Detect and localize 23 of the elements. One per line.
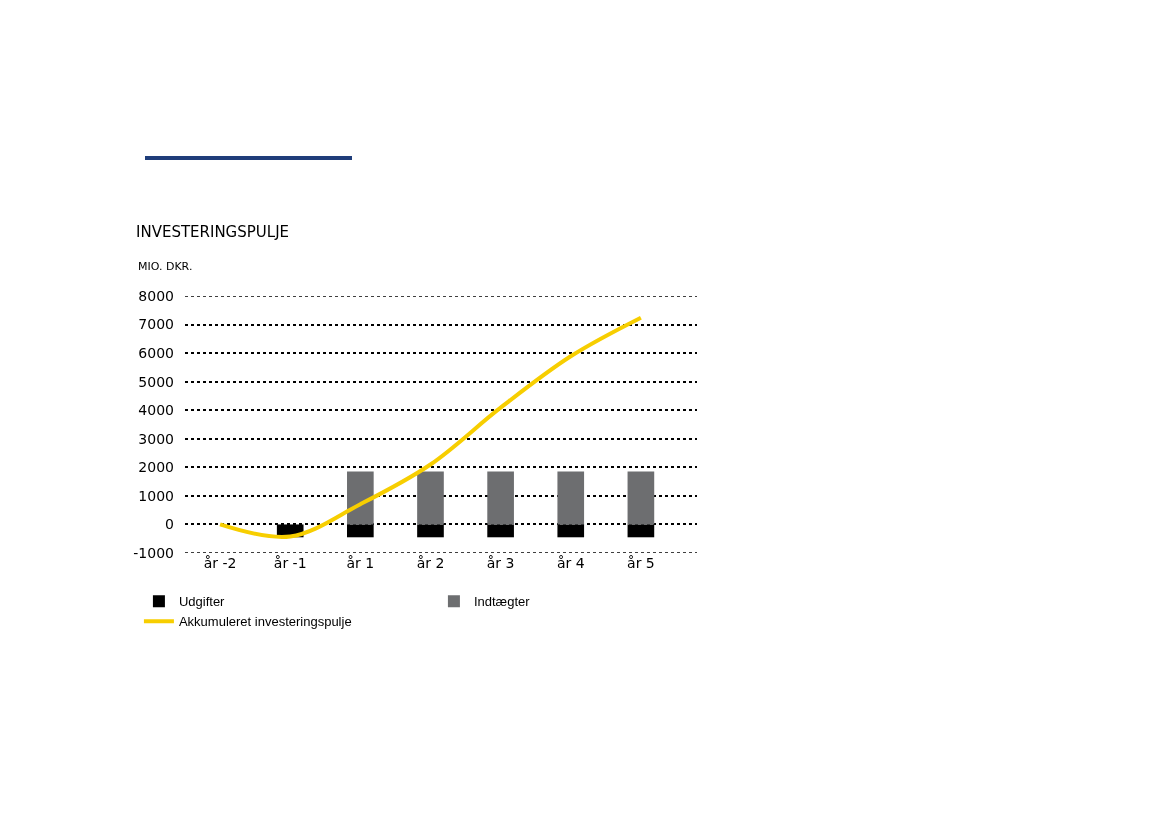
y-tick-label: 7000 <box>138 316 174 333</box>
x-tick-label: år 2 <box>416 555 445 571</box>
y-tick-label: 2000 <box>138 459 174 476</box>
y-tick-label: 6000 <box>138 345 174 362</box>
y-tick-label: 4000 <box>138 402 174 419</box>
chart-title: INVESTERINGSPULJE <box>136 223 290 242</box>
y-tick-label: 3000 <box>138 430 174 447</box>
legend-label: Akkumuleret investeringspulje <box>178 614 352 630</box>
y-tick-label: 8000 <box>138 287 174 304</box>
y-axis-title: MIO. DKR. <box>138 260 193 273</box>
x-tick-label: år 5 <box>627 555 655 571</box>
y-tick-label: 0 <box>165 516 174 533</box>
x-tick-label: år -1 <box>273 555 307 571</box>
y-tick-label: -1000 <box>133 544 174 561</box>
y-tick-label: 1000 <box>138 487 174 504</box>
y-tick-label: 5000 <box>138 373 174 390</box>
legend-label: Indtægter <box>473 594 531 610</box>
line-series <box>218 315 643 539</box>
x-tick-label: år 1 <box>346 555 375 571</box>
legend-label: Udgifter <box>178 594 226 610</box>
x-tick-label: år -2 <box>203 555 237 571</box>
x-tick-label: år 4 <box>556 555 585 571</box>
x-tick-label: år 3 <box>486 555 515 571</box>
